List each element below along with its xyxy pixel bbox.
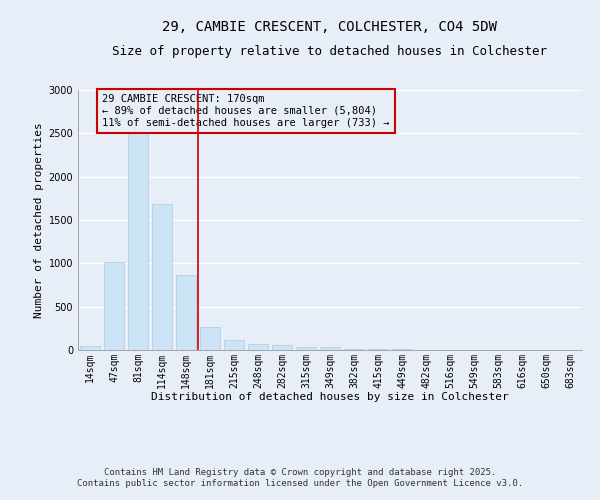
Bar (368, 349, 388, 350)
Bar (296, 346, 316, 350)
Bar (128, 132, 148, 350)
Text: 29, CAMBIE CRESCENT, COLCHESTER, CO4 5DW: 29, CAMBIE CRESCENT, COLCHESTER, CO4 5DW (163, 20, 497, 34)
X-axis label: Distribution of detached houses by size in Colchester: Distribution of detached houses by size … (151, 392, 509, 402)
Bar (272, 345, 292, 350)
Bar (248, 344, 268, 350)
Text: Contains HM Land Registry data © Crown copyright and database right 2025.
Contai: Contains HM Land Registry data © Crown c… (77, 468, 523, 487)
Bar (152, 204, 172, 350)
Bar (200, 328, 220, 350)
Bar (344, 348, 364, 350)
Y-axis label: Number of detached properties: Number of detached properties (34, 122, 44, 318)
Bar (80, 346, 100, 350)
Text: 29 CAMBIE CRESCENT: 170sqm
← 89% of detached houses are smaller (5,804)
11% of s: 29 CAMBIE CRESCENT: 170sqm ← 89% of deta… (102, 94, 389, 128)
Bar (176, 274, 196, 350)
Bar (320, 348, 340, 350)
Text: Size of property relative to detached houses in Colchester: Size of property relative to detached ho… (113, 45, 548, 58)
Bar (104, 262, 124, 350)
Bar (224, 340, 244, 350)
